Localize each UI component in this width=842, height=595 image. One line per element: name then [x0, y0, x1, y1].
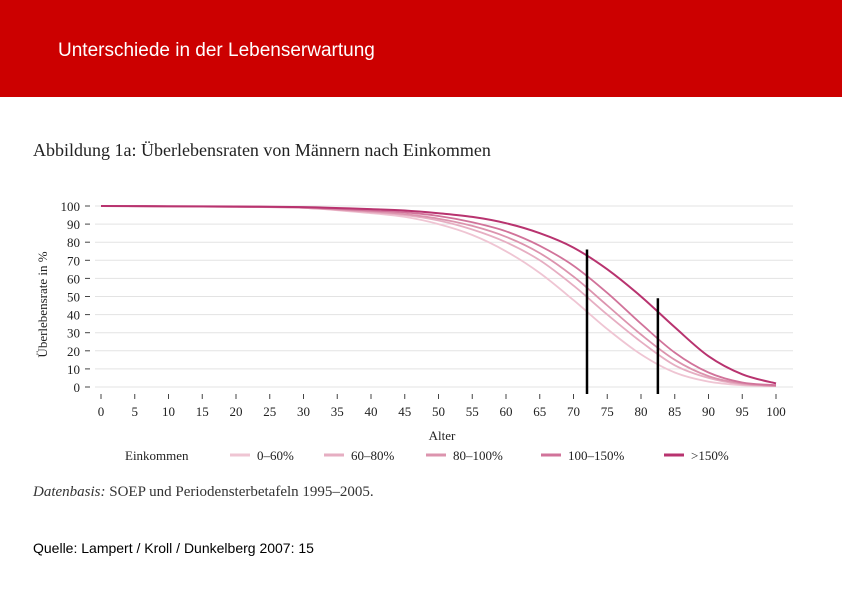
x-tick-label: 60 [500, 404, 513, 419]
x-tick-label: 35 [331, 404, 344, 419]
x-axis-label: Alter [429, 428, 456, 443]
x-tick-label: 95 [736, 404, 749, 419]
x-tick-label: 0 [98, 404, 105, 419]
x-tick-label: 25 [263, 404, 276, 419]
x-tick-label: 55 [466, 404, 479, 419]
x-tick-label: 15 [196, 404, 209, 419]
header-bar: Unterschiede in der Lebenserwartung [0, 0, 842, 97]
y-tick-label: 0 [74, 380, 81, 395]
x-tick-label: 20 [230, 404, 243, 419]
data-basis-label: Datenbasis: [33, 484, 106, 500]
y-tick-label: 100 [61, 199, 81, 214]
grid [95, 205, 793, 388]
y-tick-label: 50 [67, 290, 80, 305]
y-tick-label: 40 [67, 308, 80, 323]
x-tick-label: 75 [601, 404, 614, 419]
x-tick-label: 5 [132, 404, 139, 419]
x-tick-label: 100 [766, 404, 786, 419]
legend-label-5: >150% [691, 448, 729, 463]
source-citation: Quelle: Lampert / Kroll / Dunkelberg 200… [33, 540, 314, 556]
y-tick-label: 90 [67, 217, 80, 232]
x-tick-label: 40 [365, 404, 378, 419]
y-tick-label: 20 [67, 344, 80, 359]
y-tick-label: 60 [67, 271, 80, 286]
x-tick-label: 90 [702, 404, 715, 419]
x-tick-label: 10 [162, 404, 175, 419]
x-tick-label: 45 [398, 404, 411, 419]
y-tick-label: 80 [67, 235, 80, 250]
x-tick-label: 80 [635, 404, 648, 419]
legend-label-2: 60–80% [351, 448, 395, 463]
y-axis: 0 10 20 30 40 50 60 70 80 90 100 Überlebensrate in … [35, 199, 90, 395]
x-tick-label: 50 [432, 404, 445, 419]
x-tick-label: 70 [567, 404, 580, 419]
x-tick-label: 85 [668, 404, 681, 419]
data-basis-note: Datenbasis: SOEP und Periodensterbetafel… [33, 484, 374, 501]
legend-label-4: 100–150% [568, 448, 625, 463]
legend-title: Einkommen [125, 448, 189, 463]
x-axis: 0 5 10 15 20 25 30 35 40 45 50 55 60 65 70 75 80 85 90 95 10… [98, 394, 786, 443]
x-tick-label: 30 [297, 404, 310, 419]
figure-title: Abbildung 1a: Überlebensraten von Männer… [33, 140, 491, 160]
page-title: Unterschiede in der Lebenserwartung [58, 40, 375, 61]
x-tick-label: 65 [533, 404, 546, 419]
legend-label-1: 0–60% [257, 448, 294, 463]
y-tick-label: 10 [67, 362, 80, 377]
data-basis-text: SOEP und Periodensterbetafeln 1995–2005. [105, 484, 374, 500]
annotations [585, 249, 660, 394]
y-tick-label: 70 [67, 253, 80, 268]
y-axis-label: Überlebensrate in % [35, 251, 50, 357]
y-tick-label: 30 [67, 326, 80, 341]
series-line-4 [100, 205, 777, 387]
legend: Einkommen 0–60% 60–80% 80–100% 100–150% >150% [125, 448, 729, 463]
legend-label-3: 80–100% [453, 448, 503, 463]
series-line-5 [100, 205, 777, 385]
series-lines [100, 205, 777, 387]
